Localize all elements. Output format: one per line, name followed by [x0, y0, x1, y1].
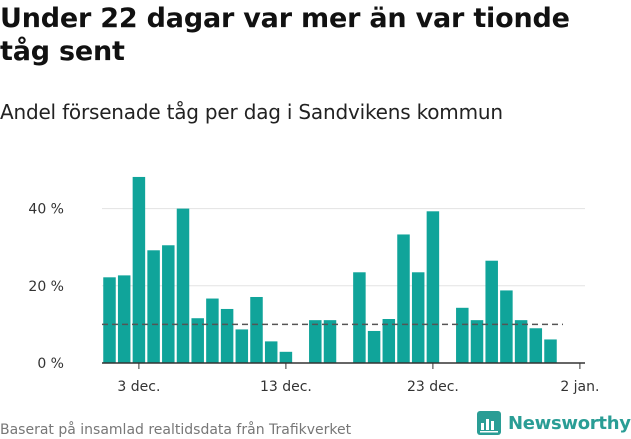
source-note: Baserat på insamlad realtidsdata från Tr…	[0, 422, 352, 438]
bar	[162, 245, 175, 363]
bar	[500, 290, 513, 363]
bar	[529, 328, 543, 363]
bar	[220, 308, 234, 363]
bar	[117, 275, 131, 363]
bar	[514, 320, 528, 363]
bar	[309, 320, 322, 363]
bar	[544, 339, 557, 363]
bar	[456, 307, 469, 363]
bar	[235, 329, 249, 363]
bar	[264, 341, 278, 363]
y-tick-label: 40 %	[28, 202, 64, 218]
newsworthy-logo-icon	[477, 411, 501, 435]
y-tick-label: 20 %	[28, 279, 64, 295]
bar	[147, 250, 160, 363]
bar	[397, 234, 410, 363]
x-tick-label: 23 dec.	[407, 379, 459, 395]
bar	[206, 298, 219, 363]
bar	[103, 277, 116, 363]
bar	[382, 319, 396, 363]
bar	[191, 318, 204, 363]
brand-name: Newsworthy	[508, 412, 631, 434]
x-tick-label: 3 dec.	[117, 379, 160, 395]
bar	[279, 351, 293, 363]
bar	[470, 320, 484, 363]
x-tick-label: 2 jan.	[560, 379, 599, 395]
bar	[323, 320, 337, 363]
bar	[132, 176, 146, 363]
bar	[250, 296, 263, 363]
chart-title: Under 22 dagar var mer än var tionde tåg…	[0, 3, 570, 67]
bar	[353, 272, 366, 363]
bar	[411, 272, 425, 363]
bar	[367, 330, 381, 363]
bar	[176, 208, 190, 363]
y-tick-label: 0 %	[37, 356, 64, 372]
bar	[485, 260, 498, 363]
bar	[426, 211, 440, 363]
bar-chart: 0 % 20 % 40 % 3 dec. 13 dec. 23 dec. 2 jan.	[28, 176, 599, 395]
chart-subtitle: Andel försenade tåg per dag i Sandvikens…	[0, 100, 503, 124]
brand-logo: Newsworthy	[476, 409, 631, 437]
x-tick-label: 13 dec.	[260, 379, 312, 395]
